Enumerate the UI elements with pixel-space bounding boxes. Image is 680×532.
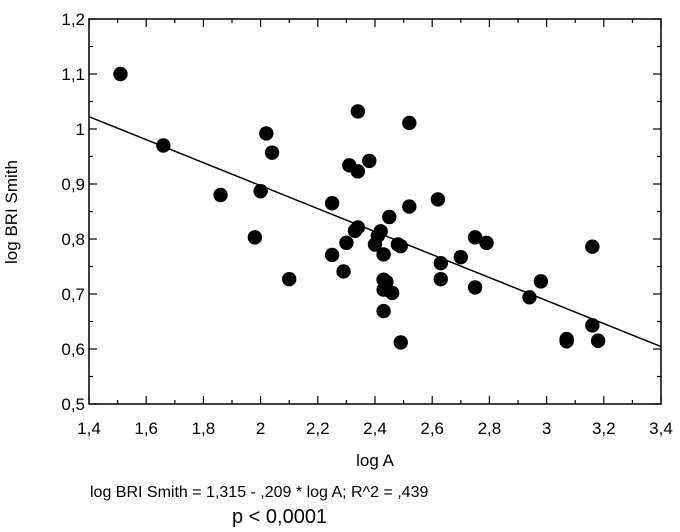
x-tick-label: 2,2 <box>306 419 330 438</box>
y-tick-label: 0,5 <box>61 395 85 414</box>
plot-frame <box>89 19 661 404</box>
data-point <box>591 334 605 348</box>
data-point <box>351 220 365 234</box>
data-point <box>431 192 445 206</box>
x-tick-label: 3 <box>542 419 551 438</box>
y-tick-label: 1,1 <box>61 65 85 84</box>
x-tick-label: 2,8 <box>478 419 502 438</box>
data-point <box>253 184 267 198</box>
data-point <box>559 334 573 348</box>
data-point <box>454 250 468 264</box>
data-point <box>382 210 396 224</box>
data-point <box>259 126 273 140</box>
scatter-chart: 1,4 1,6 1,8 2 2,2 2,4 2,6 2,8 3 3,2 3,4 0,50,60,70… <box>0 0 680 480</box>
data-point <box>385 286 399 300</box>
x-tick-label: 2 <box>256 419 265 438</box>
data-point <box>374 224 388 238</box>
data-point <box>248 230 262 244</box>
data-point <box>434 272 448 286</box>
y-tick-label: 1 <box>76 120 85 139</box>
axis-ticks <box>89 19 661 404</box>
data-point <box>402 199 416 213</box>
data-point <box>325 248 339 262</box>
data-point <box>585 318 599 332</box>
y-tick-label: 0,8 <box>61 230 85 249</box>
y-tick-label: 1,2 <box>61 10 85 29</box>
data-point <box>434 256 448 270</box>
data-point <box>402 116 416 130</box>
data-point <box>468 280 482 294</box>
x-axis-title: log A <box>356 451 394 470</box>
data-point <box>265 145 279 159</box>
data-point <box>113 67 127 81</box>
x-tick-label: 1,8 <box>192 419 216 438</box>
regression-equation: log BRI Smith = 1,315 - ,209 * log A; R^… <box>90 484 428 502</box>
data-point <box>336 264 350 278</box>
x-tick-label: 1,4 <box>77 419 101 438</box>
data-point <box>394 335 408 349</box>
data-point <box>376 247 390 261</box>
data-point <box>376 304 390 318</box>
data-point <box>351 104 365 118</box>
p-value: p < 0,0001 <box>232 506 327 529</box>
y-tick-label: 0,7 <box>61 285 85 304</box>
x-tick-label: 3,2 <box>592 419 616 438</box>
y-tick-label: 0,9 <box>61 175 85 194</box>
x-tick-label: 3,4 <box>649 419 673 438</box>
y-axis-title: log BRI Smith <box>2 160 21 264</box>
x-tick-labels: 1,4 1,6 1,8 2 2,2 2,4 2,6 2,8 3 3,2 3,4 <box>77 419 673 438</box>
y-tick-label: 0,6 <box>61 340 85 359</box>
data-point <box>213 188 227 202</box>
data-point <box>282 272 296 286</box>
y-tick-labels: 0,5 0,6 0,7 0,8 0,9 1 1,1 1,2 <box>61 10 85 414</box>
data-point <box>534 274 548 288</box>
data-points <box>113 67 605 350</box>
data-point <box>479 236 493 250</box>
data-point <box>394 239 408 253</box>
data-point <box>339 236 353 250</box>
x-tick-label: 1,6 <box>134 419 158 438</box>
data-point <box>522 290 536 304</box>
x-tick-label: 2,6 <box>420 419 444 438</box>
data-point <box>325 196 339 210</box>
data-point <box>351 164 365 178</box>
x-tick-label: 2,4 <box>363 419 387 438</box>
data-point <box>362 154 376 168</box>
data-point <box>156 138 170 152</box>
data-point <box>585 240 599 254</box>
